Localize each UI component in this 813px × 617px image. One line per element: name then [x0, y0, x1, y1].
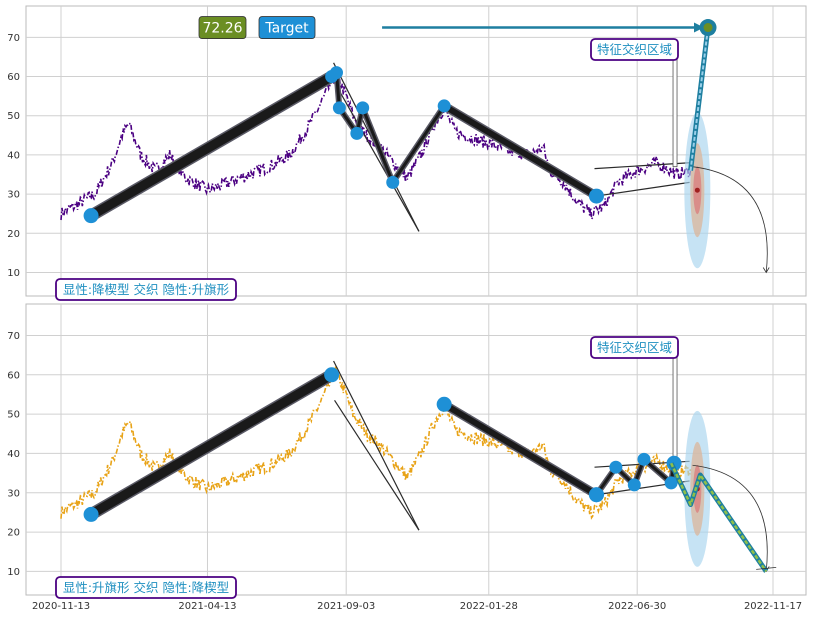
y-tick-label: 70: [7, 331, 20, 342]
decay-curve: [692, 166, 768, 273]
target-marker-core: [703, 23, 713, 33]
target-value-badge: 72.26: [198, 16, 247, 39]
y-tick-label: 10: [7, 567, 20, 578]
pivot-marker: [609, 460, 623, 474]
y-tick-label: 20: [7, 528, 20, 539]
decay-curve-arrowhead: [762, 267, 770, 274]
pattern-label-box: [55, 576, 237, 599]
y-tick-label: 40: [7, 449, 20, 460]
region-label-text: 特征交织区域: [597, 340, 672, 355]
pattern-label-text: 显性:升旗形 交织 隐性:降楔型: [63, 580, 229, 595]
region-label-box: [590, 336, 679, 359]
pivot-marker: [588, 188, 604, 204]
y-tick-label: 50: [7, 111, 20, 122]
target-label-text: Target: [264, 21, 309, 37]
target-arrow-head: [694, 22, 705, 33]
pivot-marker: [356, 101, 370, 115]
zigzag-segment: [86, 71, 337, 221]
y-tick-label: 70: [7, 33, 20, 44]
y-tick-label: 10: [7, 268, 20, 279]
pivot-marker: [588, 487, 604, 503]
zigzag-segment: [441, 401, 600, 498]
pivot-marker: [324, 367, 340, 383]
target-label-box: [258, 16, 316, 39]
pivot-marker: [627, 478, 641, 492]
decay-curve: [692, 464, 768, 572]
y-tick-label: 60: [7, 370, 20, 381]
x-tick-label: 2022-06-30: [608, 601, 666, 612]
x-tick-label: 2020-11-13: [32, 601, 90, 612]
pivot-marker: [436, 396, 452, 412]
region-label-text: 特征交织区域: [597, 42, 672, 57]
x-tick-label: 2022-11-17: [744, 601, 802, 612]
projection-end-tick: [756, 567, 777, 570]
pattern-label-text: 显性:降楔型 交织 隐性:升旗形: [63, 282, 230, 297]
pattern-boundary-line: [334, 82, 420, 232]
pattern-boundary-line: [333, 360, 420, 531]
zigzag-segment: [391, 104, 446, 184]
y-tick-label: 40: [7, 150, 20, 161]
x-tick-label: 2022-01-28: [460, 601, 518, 612]
pivot-marker: [83, 208, 99, 224]
target-projection: [689, 27, 710, 171]
x-tick-label: 2021-04-13: [178, 601, 236, 612]
pivot-marker: [332, 101, 346, 115]
zigzag-segment: [441, 102, 600, 200]
pivot-marker: [637, 452, 651, 466]
region-label-box: [590, 38, 679, 61]
y-tick-label: 60: [7, 72, 20, 83]
pattern-boundary-line: [596, 181, 690, 197]
pattern-label-box: [55, 278, 237, 301]
target-value-box: [198, 16, 247, 39]
zigzag-segment: [361, 106, 395, 184]
pivot-marker: [386, 175, 400, 189]
target-value-text: 72.26: [202, 21, 242, 37]
pattern-boundary-line: [334, 400, 420, 531]
target-label-badge: Target: [258, 16, 316, 39]
pivot-marker: [350, 126, 364, 140]
y-tick-label: 20: [7, 229, 20, 240]
x-axis: 2020-11-13 2021-04-13 2021-09-03 2022-01-28…: [32, 601, 802, 612]
pivot-marker: [664, 476, 678, 490]
pivot-marker: [329, 66, 343, 80]
price-series-line: [60, 365, 692, 520]
pivot-marker: [437, 99, 451, 113]
projection-path: [670, 462, 768, 573]
y-tick-label: 50: [7, 410, 20, 421]
forecast-zone-center: [694, 187, 700, 193]
y-tick-label: 30: [7, 488, 20, 499]
zigzag-segment: [86, 370, 337, 520]
pivot-marker: [83, 506, 99, 522]
x-tick-label: 2021-09-03: [317, 601, 375, 612]
y-tick-label: 30: [7, 190, 20, 201]
